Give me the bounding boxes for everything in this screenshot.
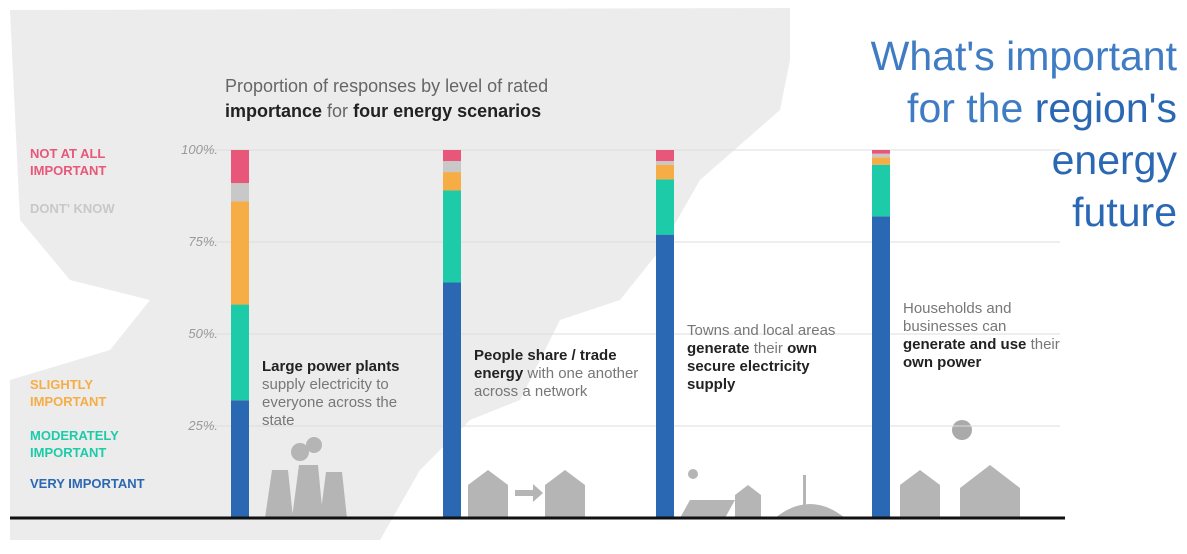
text-segment: their	[1030, 336, 1060, 353]
title: What's important for the region's energy fu…	[871, 30, 1177, 238]
bar-segment	[872, 150, 890, 154]
text-segment: What's important	[870, 33, 1177, 79]
bar-segment	[231, 183, 249, 202]
text-segment: Proportion of responses by level of rate…	[225, 76, 549, 96]
text-segment: Towns and local areas	[687, 322, 836, 339]
bar-segment	[443, 190, 461, 283]
text-segment: for the	[907, 85, 1024, 131]
bar-segment	[656, 150, 674, 162]
grid	[200, 149, 1060, 427]
bar-segment	[872, 153, 890, 158]
icons	[265, 420, 1020, 518]
text-segment: region's	[1034, 85, 1177, 131]
legend-entry: SLIGHTLY IMPORTANT	[30, 377, 107, 409]
map-background	[10, 8, 790, 540]
bar-segment	[872, 164, 890, 217]
y-tick-label: 50%.	[188, 326, 218, 341]
bar-segment	[872, 216, 890, 519]
text-segment: four energy scenarios	[353, 101, 542, 121]
y-tick-label: 100%.	[181, 142, 218, 157]
bar-segment	[443, 172, 461, 191]
category-label: Households and businesses can generate a…	[903, 300, 1068, 372]
text-segment: importance	[225, 101, 323, 121]
text-segment: own power	[903, 354, 982, 371]
bar-segment	[443, 161, 461, 173]
text-segment: own secure electricity supply	[687, 340, 818, 393]
legend-entry: MODERATELY IMPORTANT	[30, 428, 119, 460]
subtitle: Proportion of responses by level of rate…	[225, 74, 625, 124]
text-segment: energy	[1051, 137, 1177, 183]
legend-entry: VERY IMPORTANT	[30, 476, 145, 491]
text-segment: generate and use	[903, 336, 1027, 353]
bar-segment	[231, 400, 249, 518]
text-segment: Households and businesses can	[903, 300, 1012, 335]
bar-segment	[656, 234, 674, 518]
text-segment: Large power plants	[262, 358, 400, 375]
text-segment: their	[753, 340, 783, 357]
bars	[231, 150, 890, 519]
bar-segment	[656, 179, 674, 235]
category-label: Large power plants supply electricity to…	[262, 358, 427, 430]
bar-segment	[231, 201, 249, 305]
legend-entry: NOT AT ALL IMPORTANT	[30, 146, 107, 178]
bar-segment	[231, 304, 249, 401]
bar-segment	[656, 161, 674, 165]
text-segment: with one another across a network	[474, 365, 639, 400]
category-label: Towns and local areas generate their own…	[687, 322, 852, 394]
legend-entry: DONT' KNOW	[30, 201, 115, 216]
text-segment: future	[1072, 189, 1177, 235]
bar-segment	[443, 282, 461, 518]
bar-segment	[231, 150, 249, 184]
y-tick-label: 25%.	[188, 418, 218, 433]
bar-segment	[872, 157, 890, 165]
text-segment: generate	[687, 340, 750, 357]
bar-segment	[656, 164, 674, 180]
text-segment: People share / trade energy	[474, 347, 617, 382]
text-segment: supply electricity to everyone across th…	[262, 376, 398, 429]
y-tick-label: 75%.	[188, 234, 218, 249]
category-label: People share / trade energy with one ano…	[474, 347, 639, 401]
text-segment: for	[327, 101, 349, 121]
bar-segment	[443, 150, 461, 162]
